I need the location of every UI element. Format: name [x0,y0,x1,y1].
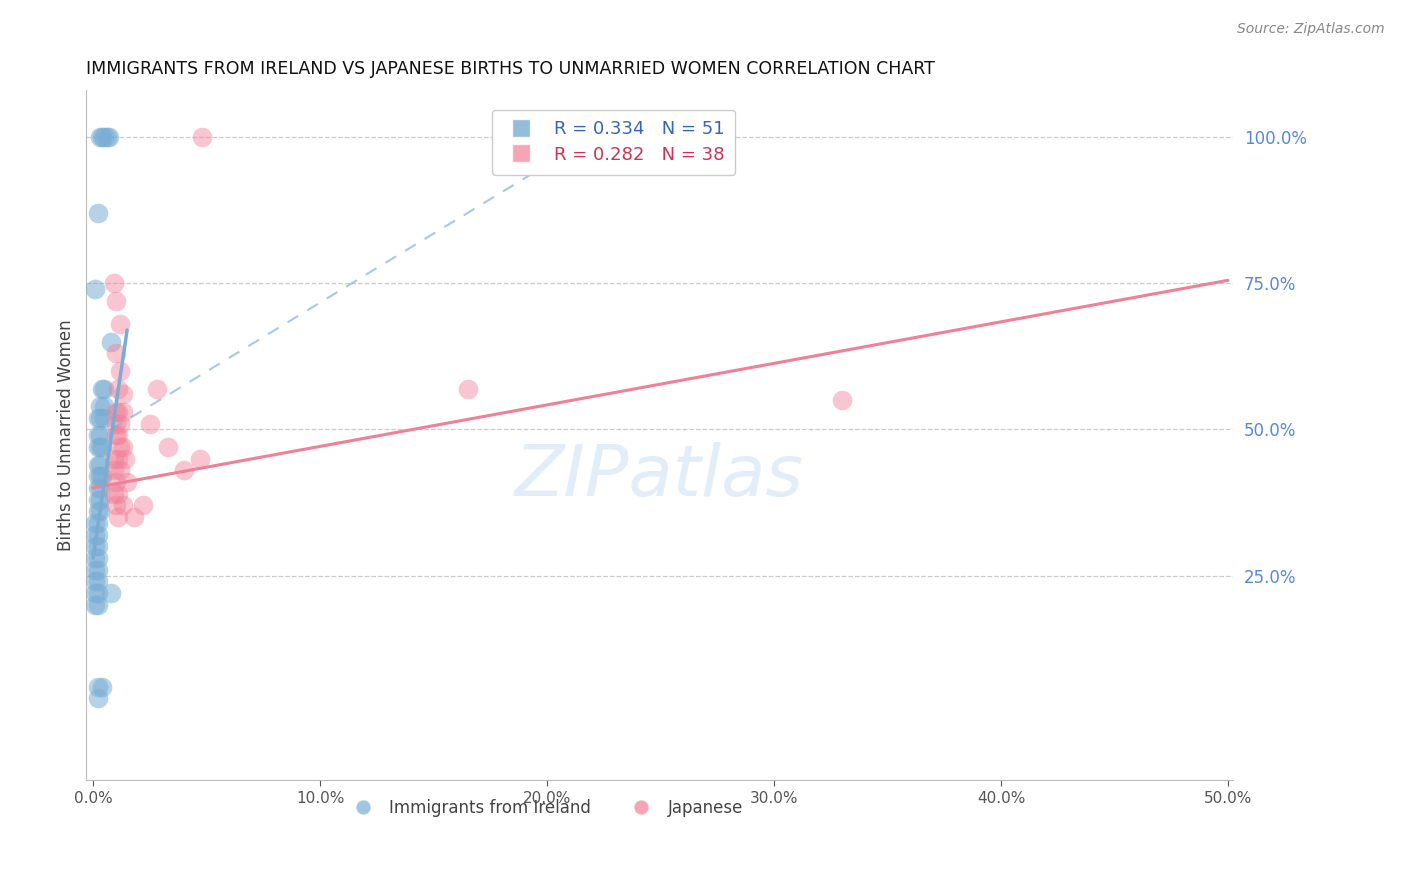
Point [84,563,107,577]
Point [86,440,108,454]
Point [96,130,118,145]
Point [86,691,108,706]
Point [84,551,107,566]
Point [89,428,111,442]
Point [132,499,155,513]
Point [86,504,108,518]
Point [104,346,127,360]
Point [111,440,134,454]
Point [86,469,108,483]
Point [86,586,108,600]
Point [86,410,108,425]
Point [104,499,127,513]
Text: IMMIGRANTS FROM IRELAND VS JAPANESE BIRTHS TO UNMARRIED WOMEN CORRELATION CHART: IMMIGRANTS FROM IRELAND VS JAPANESE BIRT… [86,60,935,78]
Point [86,481,108,495]
Point [110,317,132,331]
Point [84,540,107,554]
Point [457,382,479,396]
Point [107,487,129,501]
Point [139,417,162,431]
Point [114,451,136,466]
Point [100,586,122,600]
Point [91,130,114,145]
Point [107,382,129,396]
Point [84,527,107,541]
Point [86,680,108,694]
Point [89,440,111,454]
Point [89,410,111,425]
Point [86,551,108,566]
Point [86,516,108,530]
Point [104,293,127,308]
Point [89,504,111,518]
Point [107,428,129,442]
Point [86,598,108,612]
Point [89,458,111,472]
Point [86,527,108,541]
Point [110,463,132,477]
Point [188,451,211,466]
Point [86,206,108,220]
Point [103,463,125,477]
Point [103,487,125,501]
Point [84,586,107,600]
Point [103,451,125,466]
Point [145,382,167,396]
Point [91,440,114,454]
Point [84,574,107,589]
Point [86,574,108,589]
Point [86,428,108,442]
Text: ZIPatlas: ZIPatlas [515,442,804,511]
Point [104,417,127,431]
Text: Source: ZipAtlas.com: Source: ZipAtlas.com [1237,22,1385,37]
Point [98,130,121,145]
Point [89,399,111,413]
Point [111,387,134,401]
Point [107,510,129,524]
Point [89,130,111,145]
Point [93,130,115,145]
Point [111,499,134,513]
Point [89,481,111,495]
Point [86,563,108,577]
Point [191,130,214,145]
Point [110,417,132,431]
Point [173,463,195,477]
Point [104,475,127,489]
Point [86,540,108,554]
Point [111,405,134,419]
Point [93,399,115,413]
Point [86,458,108,472]
Point [86,492,108,507]
Point [93,410,115,425]
Point [110,364,132,378]
Point [91,469,114,483]
Point [115,475,138,489]
Point [84,598,107,612]
Point [122,510,145,524]
Point [93,382,115,396]
Point [831,393,853,408]
Point [104,405,127,419]
Point [104,428,127,442]
Point [84,282,107,296]
Point [156,440,179,454]
Point [91,680,114,694]
Point [110,440,132,454]
Y-axis label: Births to Unmarried Women: Births to Unmarried Women [58,319,75,551]
Point [84,516,107,530]
Point [103,277,125,291]
Point [100,334,122,349]
Point [89,492,111,507]
Point [107,451,129,466]
Point [91,382,114,396]
Legend: Immigrants from Ireland, Japanese: Immigrants from Ireland, Japanese [339,792,749,823]
Point [107,405,129,419]
Point [89,469,111,483]
